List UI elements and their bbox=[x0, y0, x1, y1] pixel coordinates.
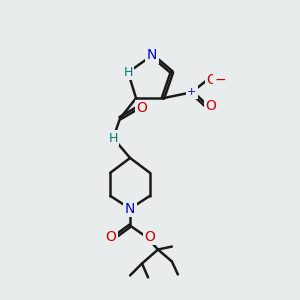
Text: H: H bbox=[123, 66, 133, 79]
Text: O: O bbox=[136, 101, 148, 115]
Text: O: O bbox=[206, 73, 217, 87]
Text: O: O bbox=[106, 230, 117, 244]
Text: N: N bbox=[125, 202, 135, 216]
Text: N: N bbox=[147, 48, 157, 62]
Text: −: − bbox=[215, 73, 226, 87]
Text: O: O bbox=[205, 99, 216, 113]
Text: O: O bbox=[145, 230, 155, 244]
Text: H: H bbox=[109, 132, 118, 145]
Text: +: + bbox=[187, 87, 196, 97]
